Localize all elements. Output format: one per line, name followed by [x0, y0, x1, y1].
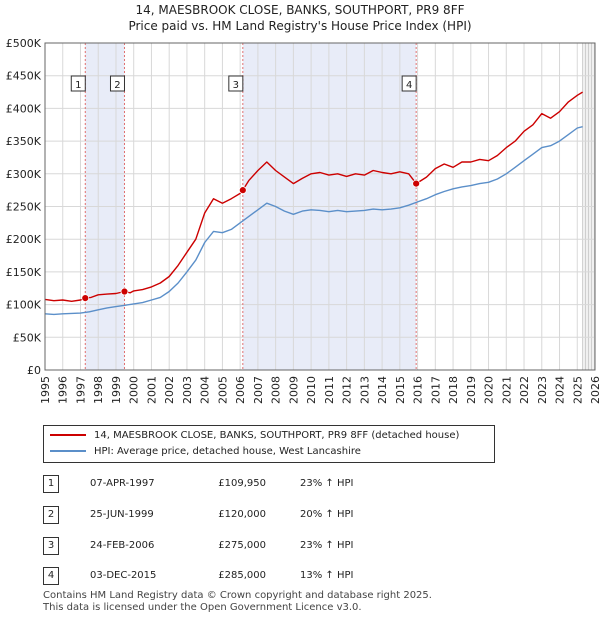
x-tick-label: 2002: [163, 376, 176, 404]
transaction-hpi-change: 23% ↑ HPI: [300, 540, 354, 551]
transaction-price: £109,950: [218, 478, 266, 489]
transaction-label-box: [70, 75, 86, 92]
y-tick-label: £450K: [6, 70, 42, 83]
transaction-price: £275,000: [218, 540, 266, 551]
x-tick-label: 1997: [74, 376, 87, 404]
legend-item-property: 14, MAESBROOK CLOSE, BANKS, SOUTHPORT, P…: [50, 429, 459, 443]
y-tick-label: £500K: [6, 37, 42, 50]
x-tick-label: 2024: [554, 376, 567, 404]
transaction-number: 3: [43, 537, 59, 555]
x-tick-label: 2010: [305, 376, 318, 404]
x-tick-label: 2015: [394, 376, 407, 404]
transaction-number: 1: [43, 475, 59, 493]
transaction-price: £285,000: [218, 570, 266, 581]
y-tick-label: £250K: [6, 201, 42, 214]
x-tick-label: 2012: [341, 376, 354, 404]
plot-border: [44, 42, 596, 371]
y-tick-label: £200K: [6, 233, 42, 246]
chart-title: 14, MAESBROOK CLOSE, BANKS, SOUTHPORT, P…: [135, 3, 465, 17]
x-tick-label: 2008: [270, 376, 283, 404]
transaction-label-box: [401, 75, 417, 92]
price-chart: £0 £50K £100K £150K £200K £250K £300K £350K £400…: [6, 37, 600, 404]
transaction-date: 03-DEC-2015: [90, 570, 157, 581]
legend-label-hpi: HPI: Average price, detached house, West…: [94, 446, 361, 457]
transaction-row: 1 07-APR-1997 £109,950 23% ↑ HPI: [0, 475, 600, 495]
x-tick-label: 2001: [145, 376, 158, 404]
x-tick-label: 1995: [39, 376, 52, 404]
x-tick-label: 2021: [500, 376, 513, 404]
transaction-hpi-change: 13% ↑ HPI: [300, 570, 354, 581]
transaction-date: 07-APR-1997: [90, 478, 155, 489]
transaction-number: 2: [43, 506, 59, 524]
transaction-date: 24-FEB-2006: [90, 540, 155, 551]
y-tick-label: £350K: [6, 135, 42, 148]
x-tick-label: 2005: [216, 376, 229, 404]
x-tick-label: 2011: [323, 376, 336, 404]
property-series-line: [44, 91, 583, 302]
legend-swatch-property: [50, 434, 86, 436]
transaction-hpi-change: 20% ↑ HPI: [300, 509, 354, 520]
x-tick-label: 2025: [571, 376, 584, 404]
transaction-label: 2: [114, 80, 120, 91]
transaction-label-box: [228, 75, 244, 92]
footer-copyright: Contains HM Land Registry data © Crown c…: [43, 590, 432, 601]
y-tick-label: £50K: [13, 331, 42, 344]
transaction-price: £120,000: [218, 509, 266, 520]
transaction-row: 2 25-JUN-1999 £120,000 20% ↑ HPI: [0, 506, 600, 526]
x-tick-label: 2016: [412, 376, 425, 404]
y-tick-label: £0: [27, 364, 41, 377]
transaction-date: 25-JUN-1999: [90, 509, 154, 520]
transaction-label-box: [109, 75, 125, 92]
x-tick-label: 1998: [92, 376, 105, 404]
x-tick-label: 1999: [110, 376, 123, 404]
x-tick-label: 2020: [483, 376, 496, 404]
transaction-point: [120, 287, 129, 296]
x-tick-label: 2009: [287, 376, 300, 404]
legend-item-hpi: HPI: Average price, detached house, West…: [50, 445, 361, 459]
transaction-row: 4 03-DEC-2015 £285,000 13% ↑ HPI: [0, 567, 600, 587]
x-tick-label: 1996: [57, 376, 70, 404]
y-tick-label: £300K: [6, 168, 42, 181]
x-tick-label: 2003: [181, 376, 194, 404]
x-tick-label: 2019: [465, 376, 478, 404]
transaction-label: 4: [406, 80, 412, 91]
transaction-row: 3 24-FEB-2006 £275,000 23% ↑ HPI: [0, 537, 600, 557]
x-tick-label: 2004: [199, 376, 212, 404]
hpi-series-line: [44, 126, 583, 316]
y-tick-label: £400K: [6, 102, 42, 115]
x-tick-label: 2026: [589, 376, 600, 404]
legend: 14, MAESBROOK CLOSE, BANKS, SOUTHPORT, P…: [43, 425, 495, 463]
y-tick-label: £100K: [6, 299, 42, 312]
footer-licence: This data is licensed under the Open Gov…: [43, 602, 362, 613]
transaction-point: [238, 186, 247, 195]
x-tick-label: 2017: [429, 376, 442, 404]
x-tick-label: 2023: [536, 376, 549, 404]
x-tick-label: 2022: [518, 376, 531, 404]
transaction-hpi-change: 23% ↑ HPI: [300, 478, 354, 489]
x-tick-label: 2013: [358, 376, 371, 404]
chart-subtitle: Price paid vs. HM Land Registry's House …: [128, 19, 472, 33]
x-tick-label: 2006: [234, 376, 247, 404]
legend-label-property: 14, MAESBROOK CLOSE, BANKS, SOUTHPORT, P…: [94, 430, 460, 441]
transaction-point: [412, 179, 421, 188]
y-tick-label: £150K: [6, 266, 42, 279]
x-tick-label: 2018: [447, 376, 460, 404]
x-tick-label: 2000: [128, 376, 141, 404]
x-tick-label: 2007: [252, 376, 265, 404]
transaction-point: [81, 294, 90, 302]
legend-swatch-hpi: [50, 450, 86, 452]
transaction-label: 3: [233, 80, 239, 91]
transaction-number: 4: [43, 567, 59, 585]
transaction-label: 1: [75, 80, 81, 91]
x-tick-label: 2014: [376, 376, 389, 404]
